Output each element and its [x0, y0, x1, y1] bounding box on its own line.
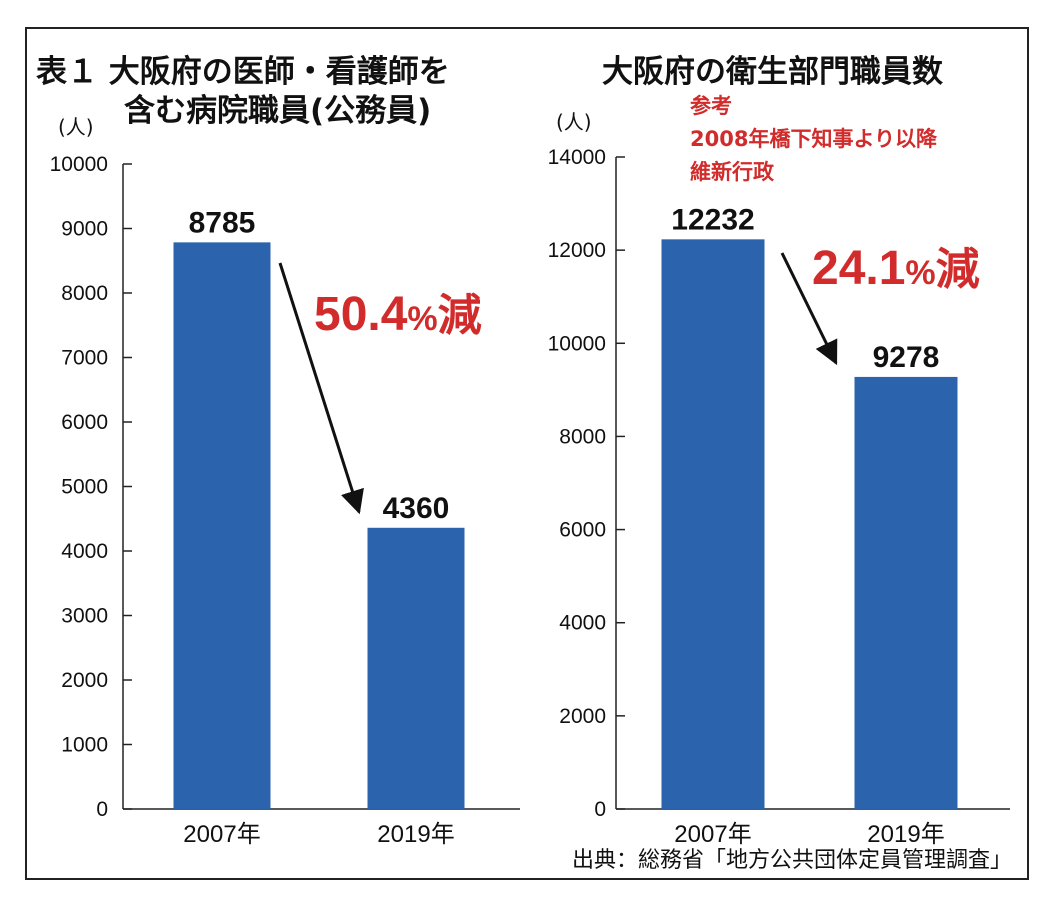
left-y-tick-label: 5000 — [61, 476, 108, 499]
left-change-kanji: 減 — [438, 291, 482, 340]
left-y-unit: (人) — [58, 115, 94, 139]
left-bar-0 — [173, 242, 271, 809]
right-change-label: 24.1%減 — [812, 242, 980, 295]
right-note-line3: 維新行政 — [690, 160, 775, 184]
left-chart-title-line2: 含む病院職員(公務員) — [124, 93, 431, 129]
right-bar-0 — [661, 239, 765, 810]
right-y-tick-label: 8000 — [559, 425, 606, 448]
left-x-tick-label: 2007年 — [183, 821, 260, 848]
left-y-tick-label: 0 — [96, 798, 108, 821]
left-change-percent: % — [407, 300, 437, 338]
right-chart-title: 大阪府の衛生部門職員数 — [602, 54, 943, 90]
left-y-tick-label: 4000 — [61, 540, 108, 563]
right-y-tick-label: 0 — [594, 798, 606, 821]
right-x-tick-label: 2007年 — [674, 821, 751, 848]
right-change-kanji: 減 — [936, 245, 980, 294]
left-decrease-arrow — [278, 262, 364, 515]
left-change-label: 50.4%減 — [314, 288, 482, 341]
right-y-tick-label: 6000 — [559, 519, 606, 542]
left-bar-1 — [367, 527, 465, 809]
left-y-tick-label: 1000 — [61, 734, 108, 757]
right-decrease-arrow — [780, 252, 838, 366]
left-x-tick-label: 2019年 — [377, 821, 454, 848]
left-bar-value-label: 4360 — [383, 492, 450, 525]
right-y-tick-label: 10000 — [548, 332, 606, 355]
right-bar-value-label: 9278 — [873, 341, 940, 374]
right-y-tick-label: 2000 — [559, 705, 606, 728]
right-bar-1 — [854, 376, 958, 809]
right-y-tick-label: 14000 — [548, 146, 606, 169]
left-y-tick-label: 6000 — [61, 411, 108, 434]
left-y-tick-label: 2000 — [61, 669, 108, 692]
right-change-number: 24.1 — [812, 242, 905, 295]
left-y-tick-label: 9000 — [61, 218, 108, 241]
right-y-tick-label: 12000 — [548, 239, 606, 262]
left-y-tick-label: 7000 — [61, 347, 108, 370]
left-chart-title-line1: 表１ 大阪府の医師・看護師を — [36, 54, 450, 90]
left-y-tick-label: 3000 — [61, 605, 108, 628]
left-change-number: 50.4 — [314, 288, 408, 341]
right-change-percent: % — [905, 254, 935, 292]
right-x-tick-label: 2019年 — [867, 821, 944, 848]
right-bar-value-label: 12232 — [671, 203, 754, 236]
right-y-unit: (人) — [556, 110, 592, 134]
source-note: 出典：総務省「地方公共団体定員管理調査」 — [572, 848, 1012, 873]
left-bar-value-label: 8785 — [189, 206, 256, 239]
left-y-tick-label: 8000 — [61, 282, 108, 305]
right-note-line1: 参考 — [690, 94, 732, 118]
left-y-tick-label: 10000 — [50, 153, 108, 176]
right-y-tick-label: 4000 — [559, 612, 606, 635]
right-note-line2: 2008年橋下知事より以降 — [690, 127, 938, 151]
